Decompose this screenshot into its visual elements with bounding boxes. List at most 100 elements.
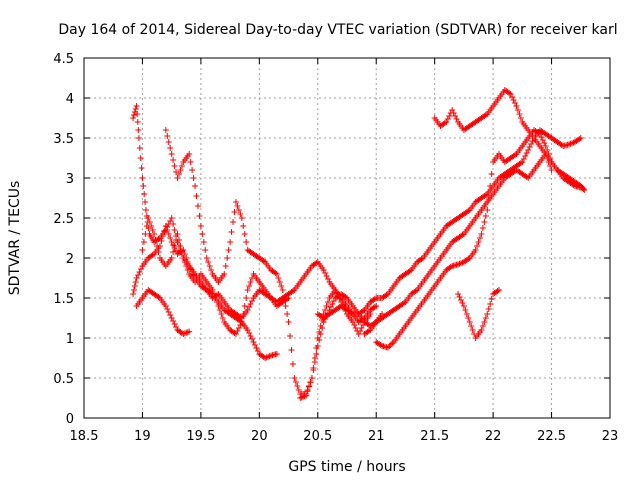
data-point-track-e [174, 231, 181, 237]
data-point-track-h [577, 184, 584, 191]
data-point-track-d [203, 255, 210, 261]
data-point-track-b [371, 304, 378, 310]
data-point-track-k [316, 337, 323, 343]
data-point-track-g [580, 186, 587, 192]
data-point-track-j [488, 296, 495, 302]
data-point-track-h [479, 225, 486, 231]
data-point-track-k [306, 383, 313, 390]
y-tick-label: 3 [66, 172, 74, 187]
data-point-track-e [219, 315, 226, 321]
data-point-track-d [238, 215, 245, 221]
data-point-track-e [216, 307, 223, 313]
data-point-track-k [314, 343, 321, 349]
data-point-track-d [228, 229, 235, 235]
data-point-track-e [142, 231, 149, 237]
data-point-track-d [192, 183, 199, 189]
data-point-track-g [365, 328, 372, 334]
data-point-track-a [266, 353, 273, 360]
data-point-track-h [386, 343, 393, 350]
data-point-track-f [522, 153, 529, 159]
data-point-track-a [167, 218, 174, 224]
data-point-track-d [187, 159, 194, 165]
data-point-track-k [300, 393, 307, 400]
x-tick-label: 20 [251, 429, 268, 444]
data-point-track-a [130, 112, 137, 118]
data-point-track-f [577, 135, 584, 141]
data-point-track-c [167, 312, 174, 318]
data-point-track-g [581, 187, 588, 193]
data-point-track-k [330, 298, 337, 304]
data-point-track-f [528, 141, 535, 147]
data-point-track-f [525, 147, 532, 153]
data-point-track-f [576, 136, 583, 142]
data-point-track-h [384, 344, 391, 351]
data-point-track-a [141, 191, 148, 197]
data-point-track-a [171, 227, 178, 233]
data-point-track-d [177, 167, 184, 173]
data-point-track-k [308, 375, 315, 381]
data-point-track-b [149, 252, 156, 258]
data-point-track-d [325, 299, 332, 305]
data-point-track-k [322, 316, 329, 322]
data-point-track-e [212, 295, 219, 301]
data-point-track-d [278, 283, 285, 289]
data-point-track-i [548, 167, 555, 173]
data-point-track-d [243, 239, 250, 245]
data-point-track-h [389, 340, 396, 347]
data-point-track-k [325, 310, 332, 316]
data-point-track-a [247, 333, 254, 339]
data-point-track-d [279, 287, 286, 293]
data-point-track-d [351, 322, 358, 328]
data-point-track-b [168, 239, 175, 245]
data-point-track-g [459, 232, 466, 238]
data-point-track-h [487, 183, 494, 189]
data-point-track-a [262, 355, 269, 361]
data-point-track-f [465, 208, 472, 214]
data-point-track-e [240, 311, 247, 317]
data-point-track-j [456, 294, 463, 300]
y-tick-label: 4.5 [53, 52, 74, 67]
data-point-track-a [170, 221, 177, 227]
data-point-track-e [213, 299, 220, 305]
y-tick-label: 2.5 [53, 212, 74, 227]
data-point-track-d [332, 287, 339, 293]
data-point-track-e [168, 255, 175, 261]
data-point-track-c [164, 306, 171, 312]
data-point-track-e [234, 328, 241, 334]
data-point-track-e [244, 287, 251, 293]
data-point-track-b [170, 242, 177, 248]
data-point-track-c [173, 324, 180, 330]
x-tick-label: 19.5 [186, 429, 215, 444]
data-point-track-f [418, 256, 425, 262]
data-point-track-h [488, 171, 495, 177]
data-point-track-i [506, 90, 513, 96]
data-point-track-i [507, 91, 514, 97]
data-point-track-h [535, 130, 542, 136]
x-tick-label: 23 [602, 429, 619, 444]
data-point-track-a [140, 183, 147, 189]
data-point-track-i [542, 151, 549, 157]
data-point-track-j [469, 327, 476, 333]
data-point-track-b [164, 227, 171, 233]
data-point-track-f [406, 268, 413, 274]
data-point-track-j [495, 287, 502, 293]
data-point-track-d [294, 383, 301, 389]
data-point-track-e [237, 322, 244, 328]
data-point-track-i [516, 111, 523, 117]
data-point-track-b [213, 292, 220, 298]
data-point-track-j [478, 327, 485, 333]
data-point-track-d [275, 275, 282, 281]
data-point-track-i [517, 115, 524, 121]
data-point-track-d [168, 151, 175, 157]
y-tick-label: 3.5 [53, 132, 74, 147]
data-point-track-d [224, 255, 231, 261]
data-point-track-a [142, 199, 149, 205]
data-point-track-i [512, 100, 519, 106]
data-point-track-e [154, 243, 161, 249]
data-point-track-d [232, 199, 239, 205]
data-point-track-j [463, 311, 470, 317]
data-point-track-b [249, 298, 256, 304]
data-point-track-e [148, 223, 155, 229]
data-point-track-d [221, 271, 228, 277]
data-point-track-h [536, 131, 543, 137]
